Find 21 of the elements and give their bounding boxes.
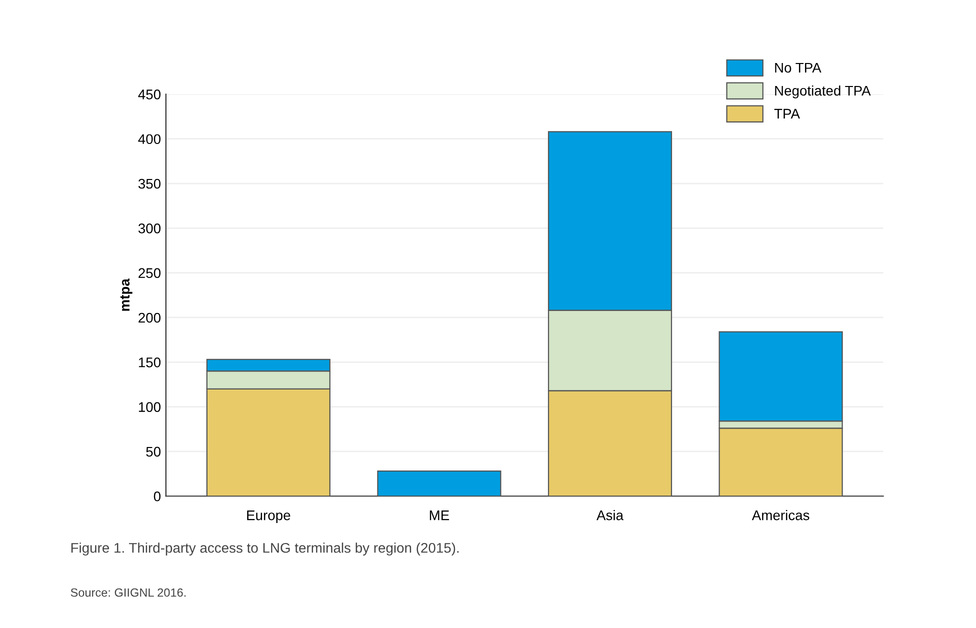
y-tick-label: 200 [138,312,161,323]
x-tick-label: Asia [596,510,624,520]
y-tick-label: 450 [138,90,161,100]
y-axis-title: mtpa [120,278,132,311]
y-tick-label: 150 [138,357,161,368]
source-note: Source: GIIGNL 2016. [70,588,186,597]
x-tick-label: Americas [752,510,810,520]
x-tick-label: Europe [247,510,290,523]
y-tick-label: 50 [146,446,161,457]
y-tick-label: 300 [138,224,161,234]
caption: Figure 1. Third-party access to LNG terminals by region (2015). [71,542,459,556]
y-tick-label: 350 [138,178,161,189]
legend-label: TPA [774,108,800,118]
y-tick-label: 0 [154,491,161,502]
y-tick-label: 400 [138,134,161,144]
legend-label: No TPA [775,62,822,73]
legend-label: Negotiated TPA [775,85,871,98]
bar [377,470,502,496]
y-tick-label: 100 [138,402,161,412]
y-tick-label: 250 [138,268,161,278]
x-tick-label: ME [430,510,450,520]
